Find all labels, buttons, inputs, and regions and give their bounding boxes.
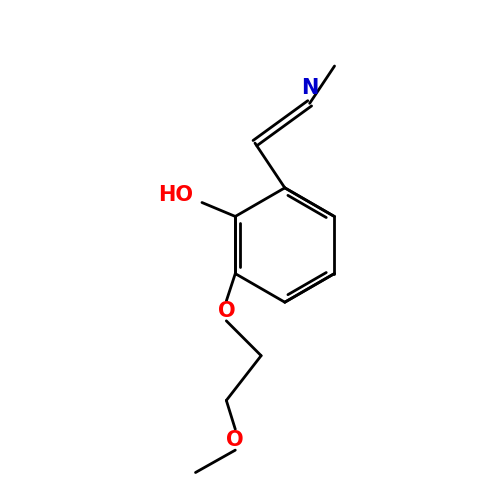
Text: O: O (226, 430, 244, 450)
Text: N: N (301, 78, 318, 98)
Text: HO: HO (158, 185, 193, 205)
Text: O: O (218, 301, 235, 321)
